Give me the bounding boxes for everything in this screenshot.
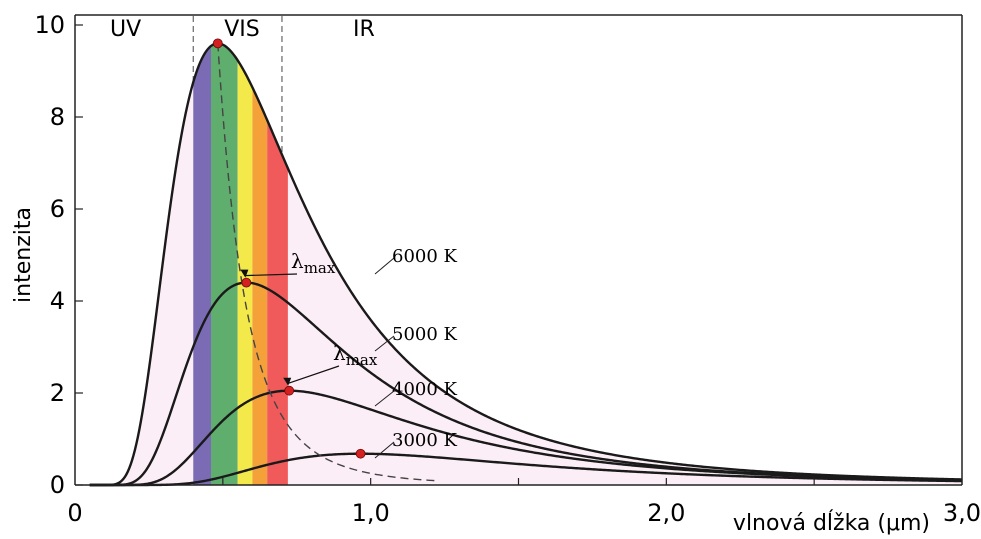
peak-dot-3000k: [355, 448, 366, 459]
curve-label-leader: [374, 257, 395, 275]
lambda-max-arrowhead: [283, 377, 292, 386]
y-tick-label: 10: [34, 11, 65, 39]
visible-spectrum-bands: [193, 43, 288, 486]
curve-6000k: [89, 42, 963, 487]
curve-3000k: [89, 452, 963, 487]
y-tick-label: 4: [50, 287, 65, 315]
curves: [89, 42, 963, 487]
y-tick-label: 2: [50, 379, 65, 407]
peak-dot-6000k: [212, 38, 223, 49]
wien-line: [217, 43, 439, 482]
y-tick-label: 6: [50, 195, 65, 223]
spectrum-band-0: [193, 45, 212, 485]
lambda-max-arrowhead: [240, 269, 249, 278]
lambda-max-arrow: [244, 273, 298, 277]
curve-label-5000k: 5000 K: [392, 324, 458, 345]
lambda-max-arrow: [286, 365, 340, 385]
x-tick-label: 0: [67, 499, 82, 527]
spectrum-band-1: [211, 43, 238, 486]
curve-label-leader: [374, 390, 395, 407]
y-tick-label: 8: [50, 103, 65, 131]
curve-label-leader: [374, 335, 395, 352]
curve-label-leader: [374, 441, 395, 459]
fill-layer: [89, 43, 962, 486]
area-under-6000k: [89, 43, 962, 486]
curve-label-6000k: 6000 K: [392, 246, 458, 267]
lambda-max-label: λmax: [333, 341, 378, 369]
x-tick-label: 3,0: [943, 499, 981, 527]
region-dividers: [192, 16, 283, 155]
y-tick-label: 0: [50, 471, 65, 499]
labels: intenzita vlnová dĺžka (μm) UV VIS IR 6000 K 5…: [11, 17, 930, 536]
axes: 0 2 4 6 8 10 0 1,0 2,0 3,0: [34, 11, 981, 527]
region-label-uv: UV: [110, 17, 141, 42]
x-tick-label: 1,0: [352, 499, 390, 527]
region-label-vis: VIS: [224, 17, 260, 42]
x-axis-title: vlnová dĺžka (μm): [733, 510, 930, 536]
peak-dot-5000k: [241, 277, 252, 288]
region-label-ir: IR: [353, 17, 375, 42]
wien-dashed-line: [212, 38, 439, 482]
lambda-max-label: λmax: [291, 249, 336, 277]
curve-4000k: [89, 389, 963, 487]
peak-dot-4000k: [284, 385, 295, 396]
curve-label-4000k: 4000 K: [392, 379, 458, 400]
curve-label-3000k: 3000 K: [392, 430, 458, 451]
y-axis-title: intenzita: [11, 207, 36, 303]
x-tick-label: 2,0: [647, 499, 685, 527]
spectrum-band-4: [267, 120, 288, 485]
